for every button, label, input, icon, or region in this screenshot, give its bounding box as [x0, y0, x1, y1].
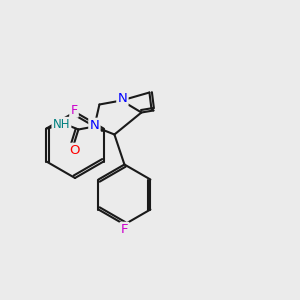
Text: N: N	[89, 119, 99, 132]
Text: NH: NH	[53, 118, 70, 131]
Text: F: F	[121, 223, 128, 236]
Text: F: F	[70, 103, 78, 116]
Text: O: O	[69, 144, 80, 157]
Text: N: N	[118, 92, 127, 105]
